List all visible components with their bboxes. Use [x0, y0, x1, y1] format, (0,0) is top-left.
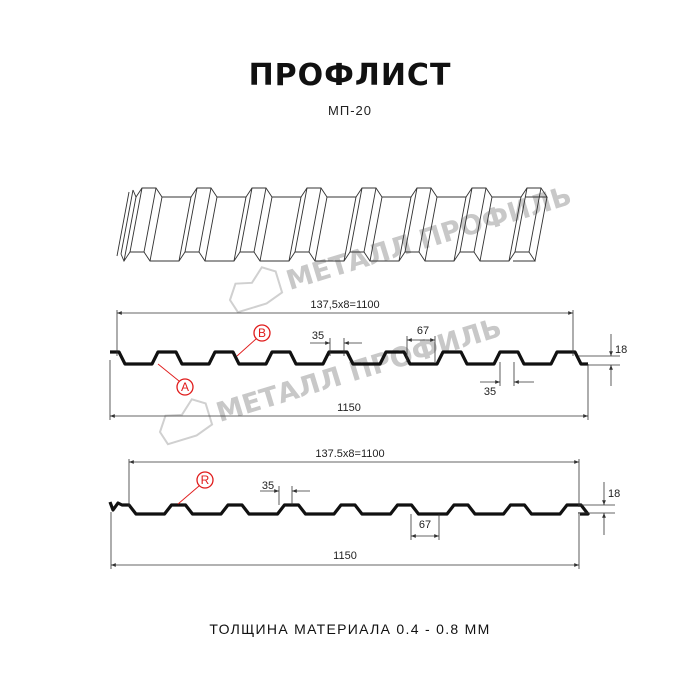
rib-edge-line [424, 196, 438, 262]
rib-edge-line [253, 187, 267, 253]
rib-edge-line [418, 187, 432, 253]
rib-edge-line [514, 187, 528, 253]
height-label: 18 [608, 488, 620, 500]
rib-edge-line [233, 196, 247, 262]
sheet-top-edge [132, 187, 548, 198]
marker-b: B [236, 324, 271, 357]
material-thickness-note: ТОЛЩИНА МАТЕРИАЛА 0.4 - 0.8 ММ [209, 621, 491, 637]
rib-edge-line [129, 187, 143, 253]
rib-edge-line [479, 196, 493, 262]
rib-edge-line [528, 187, 542, 253]
total-width-label: 1150 [337, 402, 361, 414]
sheet-side-edge [120, 189, 134, 255]
rib-edge-line [398, 196, 412, 262]
sheet-side-edge [116, 191, 130, 257]
pitch-label: 137,5x8=1100 [310, 299, 379, 311]
marker-a: A [157, 363, 194, 396]
rib-bottom-label: 35 [484, 386, 496, 398]
pitch-label: 137.5x8=1100 [315, 448, 384, 460]
rib-edge-line [198, 187, 212, 253]
rib-edge-line [349, 187, 363, 253]
watermark-2: МЕТАЛЛ ПРОФИЛЬ [158, 312, 505, 446]
rib-edge-line [149, 196, 163, 262]
rib-top-label: 35 [312, 330, 324, 342]
height-label: 18 [615, 344, 627, 356]
profile-1 [109, 310, 620, 420]
rib-edge-line [239, 187, 253, 253]
svg-text:B: B [258, 326, 266, 340]
rib-edge-line [314, 196, 328, 262]
rib-edge-line [294, 187, 308, 253]
rib-edge-line [143, 187, 157, 253]
rib-edge-line [369, 196, 383, 262]
total-width-label: 1150 [333, 550, 357, 562]
rib-edge-line [343, 196, 357, 262]
profile-2 [108, 459, 615, 569]
rib-edge-line [508, 196, 522, 262]
rib-edge-line [473, 187, 487, 253]
rib-edge-line [288, 196, 302, 262]
watermark-1: МЕТАЛЛ ПРОФИЛЬ [228, 180, 575, 314]
svg-text:R: R [201, 473, 210, 487]
rib-edge-line [459, 187, 473, 253]
marker-r: R [177, 471, 214, 505]
valley-label: 67 [419, 519, 431, 531]
page-title: ПРОФЛИСТ [248, 58, 452, 93]
rib-edge-line [363, 187, 377, 253]
rib-edge-line [308, 187, 322, 253]
rib-edge-line [404, 187, 418, 253]
rib-top-label: 35 [262, 480, 274, 492]
valley-label: 67 [417, 325, 429, 337]
watermark-logo-icon [158, 398, 214, 446]
sheet-3d-view [116, 187, 548, 262]
watermark-logo-icon [228, 266, 284, 314]
profile-1-outline [110, 350, 588, 366]
rib-edge-line [204, 196, 218, 262]
rib-edge-line [123, 196, 137, 262]
sheet-bottom-edge [120, 251, 536, 262]
rib-edge-line [453, 196, 467, 262]
profile-2-outline [108, 501, 590, 516]
svg-text:A: A [181, 380, 189, 394]
rib-edge-line [259, 196, 273, 262]
rib-edge-line [178, 196, 192, 262]
rib-edge-line [534, 196, 548, 262]
rib-edge-line [184, 187, 198, 253]
model-subtitle: МП-20 [328, 103, 372, 118]
